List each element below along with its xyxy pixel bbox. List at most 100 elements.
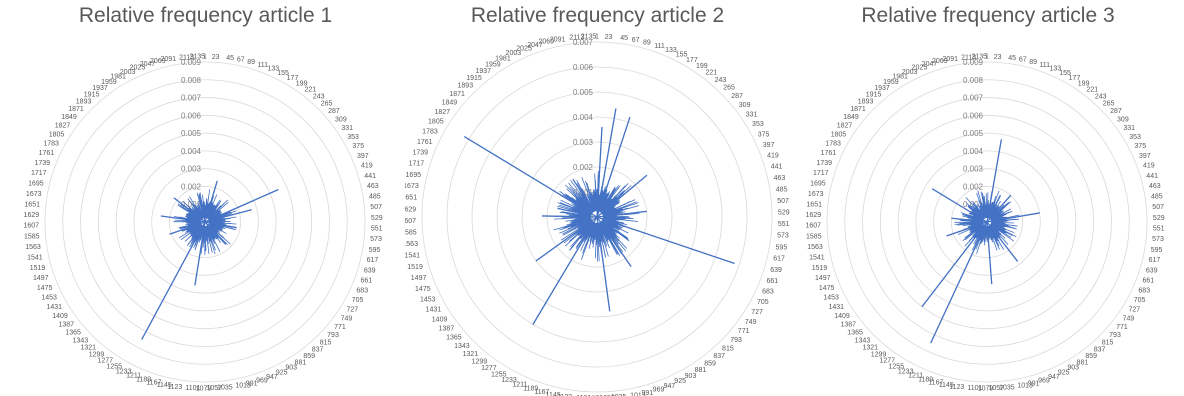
category-label: 1519 [407, 264, 423, 271]
category-label: 353 [1129, 134, 1141, 141]
category-label: 23 [212, 54, 220, 61]
category-label: 1717 [813, 170, 829, 177]
category-label: 331 [746, 111, 758, 118]
category-label: 1321 [463, 351, 479, 358]
category-label: 1673 [26, 191, 42, 198]
category-label: 903 [685, 373, 697, 380]
grid-ring [169, 186, 241, 258]
category-label: 331 [341, 125, 353, 132]
category-label: 1035 [999, 384, 1015, 391]
category-label: 1387 [58, 322, 74, 329]
category-label: 1035 [217, 384, 233, 391]
grid-ring [80, 97, 330, 347]
category-label: 1783 [422, 128, 438, 135]
ring-label: 0.004 [963, 147, 984, 156]
category-label: 1079 [196, 385, 212, 392]
grid-ring [471, 91, 723, 343]
category-label: 1079 [978, 385, 994, 392]
category-label: 1915 [466, 75, 482, 82]
category-label: 771 [1116, 324, 1128, 331]
category-label: 2069 [538, 39, 554, 46]
category-label: 1981 [495, 55, 511, 62]
category-label: 243 [313, 93, 325, 100]
category-label: 749 [745, 319, 757, 326]
grid-ring [844, 79, 1130, 365]
category-label: 2113 [569, 35, 584, 42]
peak-spike [596, 216, 611, 312]
category-label: 23 [605, 34, 613, 41]
category-label: 639 [364, 268, 376, 275]
category-label: 837 [1094, 347, 1106, 354]
category-label: 309 [335, 116, 347, 123]
category-label: 595 [1151, 247, 1163, 254]
category-label: 815 [320, 340, 332, 347]
category-label: 133 [1049, 66, 1061, 73]
ring-label: 0.004 [181, 147, 202, 156]
category-label: 1915 [866, 91, 882, 98]
category-label: 89 [643, 39, 651, 46]
category-label: 243 [715, 77, 727, 84]
chart-panel-2: Relative frequency article 2 00.0010.002… [405, 0, 790, 396]
category-label: 375 [1134, 143, 1146, 150]
category-label: 1761 [39, 150, 55, 157]
category-label: 2091 [550, 36, 566, 43]
category-label: 397 [357, 153, 369, 160]
category-label: 947 [664, 383, 676, 390]
peak-spike [194, 221, 206, 286]
peak-spike [986, 139, 1002, 223]
category-label: 1123 [557, 394, 572, 396]
category-label: 1607 [805, 223, 821, 230]
peak-spike [204, 180, 218, 223]
category-label: 177 [1069, 75, 1081, 82]
category-label: 837 [713, 353, 725, 360]
category-label: 1871 [850, 106, 866, 113]
category-label: 925 [674, 378, 686, 385]
category-label: 1321 [80, 345, 96, 352]
peak-spike [986, 221, 1019, 262]
grid-ring [44, 61, 366, 383]
category-label: 1387 [439, 326, 455, 333]
category-label: 727 [1128, 306, 1140, 313]
category-label: 2069 [932, 58, 948, 65]
category-label: 1431 [426, 307, 442, 314]
category-label: 1101 [185, 385, 200, 392]
category-label: 287 [1110, 108, 1122, 115]
category-label: 1343 [73, 337, 89, 344]
category-label: 463 [1149, 183, 1161, 190]
peak-spike [596, 117, 631, 218]
category-label: 1123 [949, 384, 964, 391]
category-label: 705 [757, 299, 769, 306]
radar-chart-3: 00.0010.0020.0030.0040.0050.0060.0070.00… [805, 54, 1164, 393]
category-label: 749 [1123, 315, 1135, 322]
category-label: 1651 [405, 195, 417, 202]
peak-spike [596, 216, 632, 267]
category-label: 1475 [819, 285, 835, 292]
category-label: 485 [776, 186, 788, 193]
grid-ring [115, 132, 295, 312]
category-label: 1739 [34, 160, 50, 167]
grid-ring [826, 61, 1148, 383]
ring-label: 0.005 [963, 129, 984, 138]
category-label: 397 [763, 142, 775, 149]
category-label: 2047 [140, 61, 156, 68]
category-label: 1519 [812, 265, 828, 272]
category-label: 1057 [206, 385, 222, 392]
category-label: 1739 [412, 150, 428, 157]
peak-spike [596, 174, 648, 218]
ring-label: 0.002 [181, 182, 202, 191]
category-label: 1365 [847, 330, 863, 337]
peak-spike [541, 215, 598, 218]
category-label: 1211 [126, 373, 141, 380]
ring-label: 0.009 [963, 58, 984, 67]
category-label: 1893 [858, 98, 874, 105]
grid-ring [496, 116, 698, 318]
category-label: 617 [773, 256, 785, 263]
category-label: 2091 [160, 56, 176, 63]
category-label: 1585 [806, 233, 822, 240]
category-label: 2135 [971, 54, 987, 61]
grid-ring [933, 168, 1041, 276]
category-label: 309 [1117, 116, 1129, 123]
category-label: 1453 [420, 296, 436, 303]
category-label: 507 [370, 204, 382, 211]
ring-label: 0.005 [573, 88, 594, 97]
